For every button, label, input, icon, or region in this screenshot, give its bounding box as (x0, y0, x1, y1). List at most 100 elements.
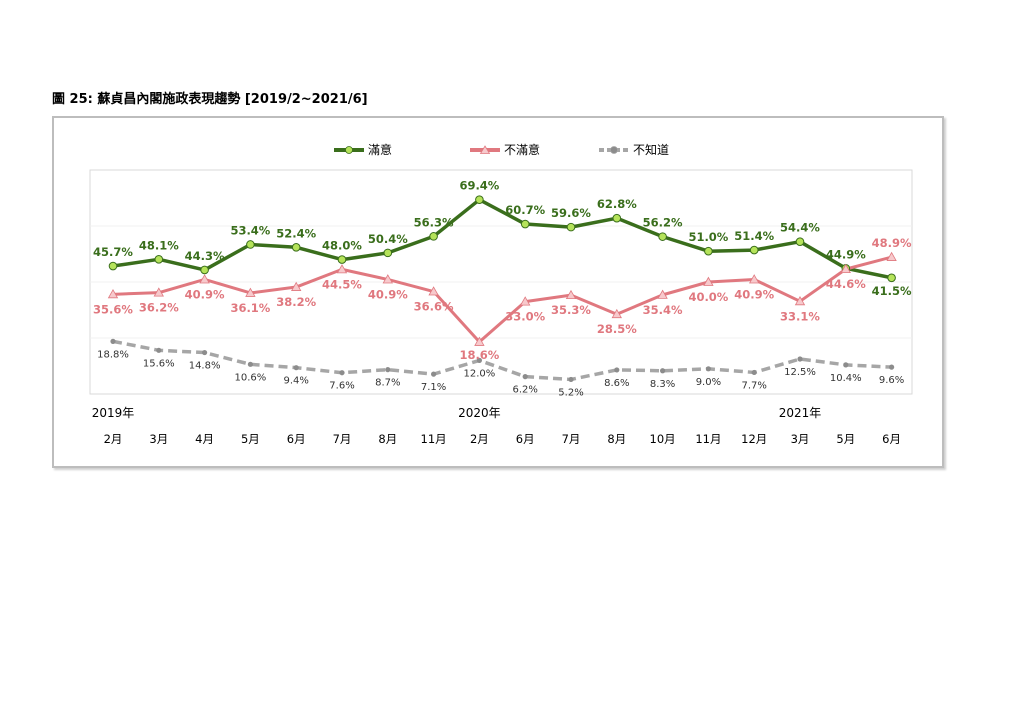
point-dissatisfied (245, 287, 256, 297)
point-unknown (705, 366, 712, 372)
label-unknown: 15.6% (143, 358, 175, 369)
point-dissatisfied (657, 289, 668, 299)
year-label: 2019年 (92, 406, 135, 420)
label-unknown: 9.4% (283, 376, 308, 387)
point-dissatisfied (474, 336, 485, 346)
legend-marker (610, 146, 618, 154)
point-dissatisfied (382, 274, 393, 284)
x-tick-label: 8月 (378, 432, 397, 446)
label-dissatisfied: 40.9% (734, 287, 774, 301)
year-label: 2021年 (779, 406, 822, 420)
x-tick-label: 11月 (421, 432, 447, 446)
series-lines (112, 197, 892, 382)
x-tick-label: 6月 (287, 432, 306, 446)
x-tick-label: 5月 (241, 432, 260, 446)
label-unknown: 10.4% (830, 373, 862, 384)
series-line-1 (112, 197, 892, 280)
point-dissatisfied (153, 287, 164, 297)
point-unknown (751, 369, 757, 376)
label-satisfied: 44.3% (185, 249, 225, 263)
series-line-2 (112, 255, 892, 344)
point-dissatisfied (199, 274, 210, 284)
label-unknown: 10.6% (235, 372, 267, 383)
point-unknown (660, 368, 666, 374)
legend: 滿意 不滿意 不知道 (334, 142, 669, 157)
label-unknown: 7.7% (741, 380, 766, 391)
label-dissatisfied: 44.6% (826, 277, 866, 291)
label-satisfied: 54.4% (780, 221, 820, 235)
point-satisfied (887, 273, 896, 283)
label-satisfied: 41.5% (872, 284, 912, 298)
point-unknown (385, 367, 391, 373)
x-tick-label: 3月 (791, 432, 810, 446)
label-dissatisfied: 33.1% (780, 309, 820, 323)
point-satisfied (658, 232, 667, 241)
x-tick-label: 2月 (104, 432, 123, 446)
point-satisfied (154, 255, 164, 264)
point-dissatisfied (703, 276, 714, 286)
series-markers (107, 195, 897, 383)
label-unknown: 8.3% (650, 379, 675, 390)
label-unknown: 5.2% (558, 387, 583, 398)
label-satisfied: 59.6% (551, 206, 591, 220)
label-satisfied: 48.0% (322, 239, 362, 253)
x-tick-label: 7月 (333, 432, 352, 446)
point-unknown (247, 361, 253, 367)
point-satisfied (704, 246, 713, 256)
point-unknown (568, 376, 574, 383)
label-unknown: 9.0% (696, 377, 721, 388)
label-satisfied: 50.4% (368, 232, 408, 246)
label-unknown: 9.6% (879, 375, 904, 386)
point-dissatisfied (291, 281, 302, 291)
point-satisfied (795, 237, 805, 246)
label-unknown: 18.8% (97, 349, 129, 360)
label-dissatisfied: 35.4% (643, 303, 683, 317)
label-dissatisfied: 35.3% (551, 303, 591, 317)
point-dissatisfied (428, 286, 439, 296)
label-unknown: 7.1% (421, 382, 446, 393)
point-unknown (797, 356, 803, 362)
label-satisfied: 51.4% (734, 229, 774, 243)
label-dissatisfied: 44.5% (322, 277, 362, 291)
label-unknown: 12.0% (464, 368, 496, 379)
figure-title: 圖 25: 蘇貞昌內閣施政表現趨勢 [2019/2~2021/6] (52, 92, 368, 107)
point-dissatisfied (107, 289, 119, 299)
label-dissatisfied: 36.2% (139, 301, 179, 315)
point-dissatisfied (794, 296, 806, 306)
point-unknown (522, 374, 528, 380)
point-satisfied (246, 240, 255, 249)
label-satisfied: 51.0% (688, 230, 728, 244)
x-tick-label: 3月 (149, 432, 168, 446)
x-tick-label: 6月 (516, 432, 535, 446)
x-tick-label: 2月 (470, 432, 489, 446)
point-satisfied (291, 242, 301, 252)
point-unknown (110, 338, 116, 344)
x-tick-label: 8月 (607, 432, 626, 446)
legend-marker (345, 146, 353, 154)
point-unknown (202, 349, 208, 356)
point-unknown (614, 367, 620, 373)
point-dissatisfied (565, 289, 577, 300)
grid-lines (90, 225, 912, 339)
label-dissatisfied: 36.1% (230, 301, 270, 315)
x-tick-label: 4月 (195, 432, 214, 446)
legend-label-3: 不知道 (633, 143, 669, 157)
label-dissatisfied: 18.6% (459, 348, 499, 362)
year-label: 2020年 (458, 406, 501, 420)
point-dissatisfied (886, 251, 897, 261)
point-dissatisfied (749, 274, 760, 284)
label-dissatisfied: 35.6% (93, 302, 133, 316)
label-dissatisfied: 48.9% (872, 236, 912, 250)
x-tick-label: 6月 (882, 432, 901, 446)
label-dissatisfied: 40.0% (688, 290, 728, 304)
point-satisfied (749, 245, 759, 255)
label-satisfied: 53.4% (230, 223, 270, 237)
legend-label-2: 不滿意 (504, 142, 540, 157)
chart-frame: 滿意 不滿意 不知道 45.7% 48.1% 44.3% 53.4% 52.4% 48.0% 5… (52, 116, 944, 468)
label-dissatisfied: 33.0% (505, 310, 545, 324)
label-dissatisfied: 38.2% (276, 295, 316, 309)
point-dissatisfied (336, 264, 348, 274)
point-unknown (293, 365, 299, 371)
label-unknown: 12.5% (784, 367, 816, 378)
label-unknown: 8.7% (375, 378, 400, 389)
